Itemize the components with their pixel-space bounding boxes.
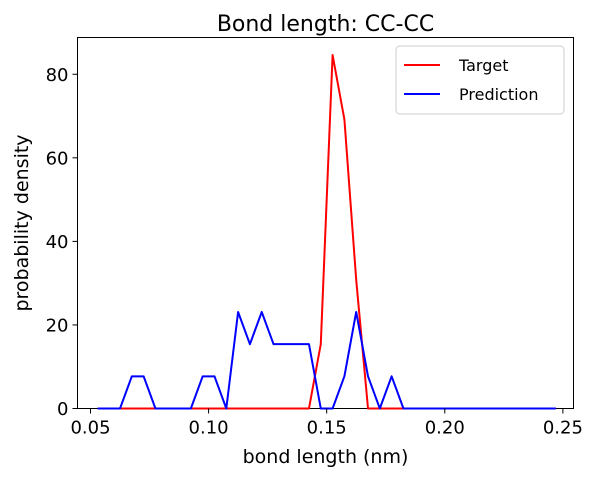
y-tick-label: 80 [46, 65, 69, 86]
y-tick-label: 40 [46, 232, 69, 253]
x-tick-label: 0.10 [189, 418, 229, 439]
y-axis-label: probability density [11, 134, 33, 311]
x-tick-label: 0.20 [425, 418, 465, 439]
legend-box [395, 45, 565, 115]
x-axis-ticks: 0.05 0.10 0.15 0.20 0.25 [70, 408, 583, 439]
x-axis-label: bond length (nm) [243, 446, 409, 468]
plot-area [77, 37, 574, 410]
x-tick-label: 0.25 [543, 418, 583, 439]
x-tick-label: 0.05 [70, 418, 110, 439]
legend-label-target: Target [458, 56, 509, 75]
legend-label-prediction: Prediction [459, 85, 538, 104]
series-line-prediction [97, 310, 556, 410]
y-tick-label: 20 [46, 315, 69, 336]
chart-title: Bond length: CC-CC [217, 12, 434, 37]
y-tick-label: 0 [57, 399, 68, 420]
y-tick-label: 60 [46, 148, 69, 169]
y-axis-ticks: 0 20 40 60 80 [46, 65, 78, 420]
legend: Target Prediction [395, 45, 565, 115]
x-tick-label: 0.15 [307, 418, 347, 439]
